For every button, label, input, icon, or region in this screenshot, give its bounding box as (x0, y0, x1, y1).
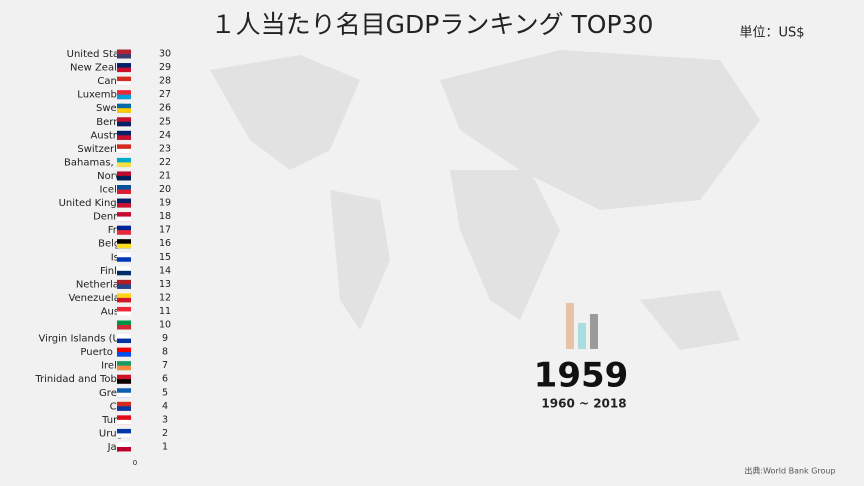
rank: 25 (159, 116, 171, 127)
country-name: Gree (99, 388, 123, 399)
rank: 13 (159, 279, 171, 290)
flag-stripe (117, 433, 131, 438)
axis-label: 0 (133, 459, 137, 467)
flag-stripe (117, 189, 131, 194)
country-name: New Zeala (70, 63, 123, 74)
rank: 5 (162, 387, 168, 398)
rank: 27 (159, 89, 171, 100)
flag-stripe (117, 325, 131, 330)
rank: 20 (159, 184, 171, 195)
flag-stripe (117, 311, 131, 316)
country-name: Aust (101, 306, 123, 317)
title: １人当たり名目GDPランキング TOP30 (211, 10, 654, 39)
year-icon (566, 303, 598, 349)
country-name: Netherlar (76, 279, 124, 290)
country-name: Switzerla (77, 144, 123, 155)
country-name: Fra (108, 225, 123, 236)
country-name: Urug (99, 428, 123, 439)
flag-stripe (117, 216, 131, 222)
country-name: Turk (101, 415, 123, 426)
unit: 単位：US$ (739, 25, 804, 41)
rank: 18 (159, 211, 171, 222)
country-name: Puerto R (80, 347, 123, 358)
rank: 26 (159, 103, 171, 114)
country-name: Norw (97, 171, 123, 182)
rank: 12 (159, 292, 171, 303)
country-name: Ch (110, 401, 123, 412)
flag-stripe (117, 81, 131, 86)
rank: 22 (159, 157, 171, 168)
flag-stripe (117, 338, 131, 344)
flag-stripe (117, 352, 131, 357)
flag-stripe (117, 135, 131, 140)
country-name: Icela (99, 185, 123, 196)
country-name: Jap (107, 442, 123, 453)
flag-stripe (117, 284, 131, 289)
rank: 9 (162, 333, 168, 344)
country-name: United Stat (67, 49, 123, 60)
rank: 11 (159, 306, 171, 317)
rank: 28 (159, 76, 171, 87)
flag-stripe (117, 392, 131, 398)
country-name: Finla (100, 266, 123, 277)
flag-stripe (117, 67, 131, 73)
flag-stripe (117, 270, 131, 276)
rank: 8 (162, 347, 168, 358)
flag-stripe (117, 148, 131, 154)
flag-stripe (117, 54, 131, 59)
year: 1959 (534, 356, 629, 396)
flag-stripe (117, 379, 131, 384)
country-name: Cana (97, 76, 123, 87)
flag-stripe (117, 243, 131, 249)
country-name: Berm (96, 117, 123, 128)
country-name: Denm (93, 212, 123, 223)
flag-stripe (117, 203, 131, 208)
rank: 1 (162, 441, 168, 452)
rank: 15 (159, 252, 171, 263)
country-name: Trinidad and Toba (34, 374, 123, 385)
rank: 14 (159, 265, 171, 276)
rank: 30 (159, 49, 171, 60)
rank: 29 (159, 62, 171, 73)
flag-stripe (117, 419, 131, 425)
flag-stripe (117, 162, 131, 167)
country-name: Swed (96, 103, 123, 114)
country-name: Irela (101, 361, 123, 372)
flag-stripe (117, 257, 131, 262)
rank: 16 (159, 238, 171, 249)
flag-stripe (117, 406, 131, 411)
flag-stripe (117, 121, 131, 127)
rank: 24 (159, 130, 171, 141)
year-range: 1960 ~ 2018 (541, 397, 626, 411)
source: 出典:World Bank Group (744, 466, 835, 476)
rank: 6 (162, 374, 168, 385)
flag-stripe (117, 297, 131, 303)
flag-stripe (117, 175, 131, 181)
country-name: Venezuela, (68, 293, 123, 304)
flag-stripe (117, 365, 131, 371)
country-name: United Kingd (59, 198, 123, 209)
rank: 2 (162, 428, 168, 439)
rank: 3 (162, 414, 168, 425)
country-name: Luxembo (77, 90, 123, 101)
flag-stripe (117, 230, 131, 235)
rank: 7 (162, 360, 168, 371)
flag-stripe (117, 108, 131, 113)
flag-stripe (117, 94, 131, 100)
country-name: Belgi (98, 239, 123, 250)
rank: 10 (159, 320, 171, 331)
country-name: Bahamas, T (64, 157, 124, 168)
country-name: Austra (90, 130, 123, 141)
rank: 21 (159, 170, 171, 181)
rank: 23 (159, 143, 171, 154)
world-map (210, 50, 760, 350)
rank: 17 (159, 225, 171, 236)
country-name: Virgin Islands (U. (38, 334, 123, 345)
rank: 19 (159, 198, 171, 209)
flag-stripe (117, 446, 131, 452)
rank: 4 (162, 401, 168, 412)
